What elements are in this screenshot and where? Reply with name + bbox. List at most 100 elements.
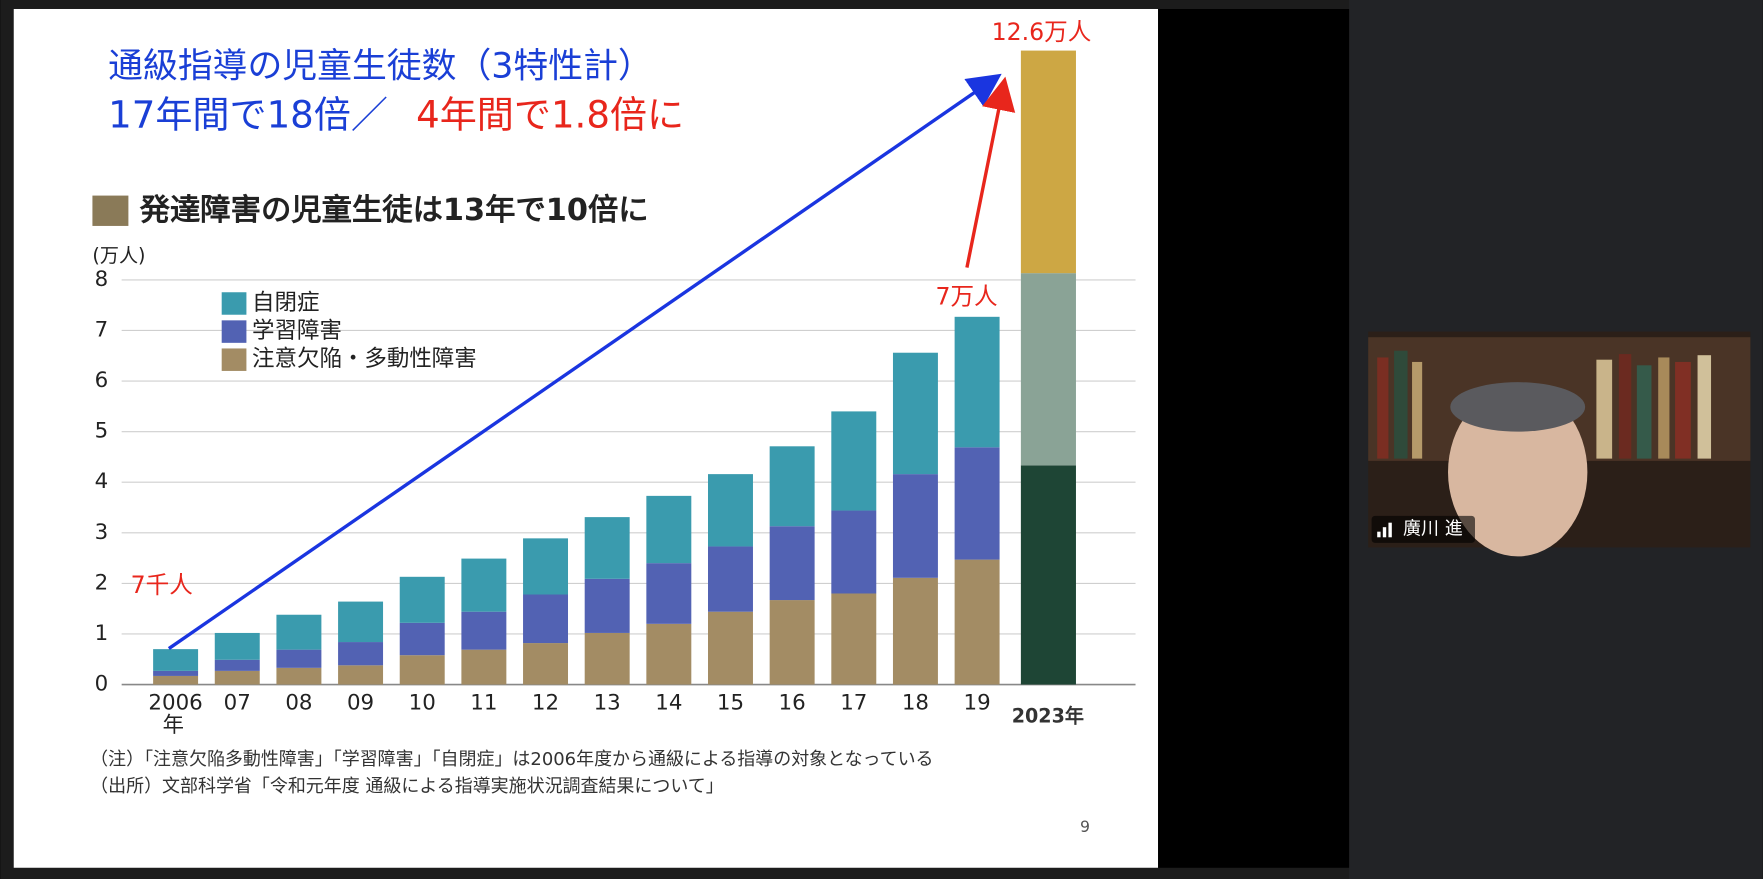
bar-segment (769, 446, 815, 527)
bar-segment (461, 649, 507, 685)
bar-segment (584, 578, 630, 633)
x-tick-label: 10 (409, 691, 436, 716)
growth-arrow (167, 73, 1002, 650)
bar-segment (708, 474, 753, 547)
bar-segment (892, 352, 938, 475)
book (1377, 357, 1389, 459)
participant-name: 廣川 進 (1403, 518, 1463, 539)
bar-segment (523, 594, 569, 644)
note: （注）「注意欠陥多動性障害」「学習障害」「自閉症」は2006年度から通級による指… (90, 749, 933, 770)
y-tick-label: 8 (95, 267, 109, 292)
bar-segment (276, 614, 322, 650)
x-tick-label: 12 (532, 691, 559, 716)
x-tick-label: 19 (964, 691, 991, 716)
legend-swatch (221, 292, 247, 315)
annotation: 7万人 (935, 282, 997, 310)
bar-segment (523, 538, 569, 595)
y-tick-label: 1 (95, 621, 109, 646)
legend-label: 自閉症 (252, 290, 319, 316)
bar-segment (954, 447, 1000, 560)
x-tick-label: 11 (470, 691, 497, 716)
name-tag (1371, 515, 1475, 543)
bar-segment (831, 510, 877, 594)
x-tick-label: 14 (655, 691, 682, 716)
bar-segment (892, 474, 938, 578)
bar-segment (769, 600, 815, 685)
legend-label: 注意欠陥・多動性障害 (252, 346, 477, 372)
bar-segment (399, 622, 445, 656)
bar-segment (708, 611, 753, 685)
bar-segment (831, 593, 877, 685)
legend-label: 学習障害 (252, 318, 342, 344)
annotation: 12.6万人 (992, 18, 1092, 46)
bar-segment (214, 670, 260, 685)
bar-segment (769, 526, 815, 601)
bar-segment (646, 563, 692, 624)
x-tick-label: 08 (285, 691, 312, 716)
note: （出所）文部科学省「令和元年度 通級による指導実施状況調査結果について」 (90, 776, 724, 797)
title-marker (92, 195, 129, 226)
signal-icon (1382, 527, 1387, 538)
bar-segment (153, 675, 199, 685)
x-tick-label: 18 (902, 691, 929, 716)
bar-segment (831, 411, 877, 511)
y-tick-label: 4 (95, 469, 109, 494)
slide-subheading: 17年間で18倍／ (108, 93, 388, 136)
book (1394, 350, 1408, 459)
x-tick-label: 09 (347, 691, 374, 716)
bar-segment (153, 670, 199, 676)
bar-segment (338, 665, 384, 685)
letterbox (1158, 8, 1350, 868)
bar-segment (954, 559, 1000, 685)
y-tick-label: 6 (95, 368, 109, 393)
bar-segment (708, 546, 753, 612)
bar-segment (646, 495, 692, 564)
bar-segment (399, 655, 445, 685)
x-tick-label: 07 (224, 691, 251, 716)
book (1618, 354, 1632, 459)
bar-segment (461, 558, 507, 612)
y-axis-label: (万人) (92, 244, 145, 267)
y-tick-label: 2 (95, 570, 109, 595)
bar-segment (954, 316, 1000, 448)
y-tick-label: 7 (95, 317, 109, 342)
bar-segment (892, 577, 938, 685)
bar-segment (276, 649, 322, 668)
bar-segment (214, 659, 260, 671)
legend-swatch (221, 320, 247, 343)
person (1448, 387, 1588, 557)
bar-segment (523, 643, 569, 685)
y-tick-label: 0 (95, 672, 109, 697)
signal-icon (1377, 531, 1381, 538)
bar-segment (461, 611, 507, 650)
annotation: 7千人 (131, 571, 193, 599)
bar-segment (646, 623, 692, 685)
book (1636, 365, 1652, 459)
page-number: 9 (1080, 817, 1090, 836)
segment-2023 (1020, 465, 1076, 685)
segment-2023 (1020, 50, 1076, 274)
bar-segment (338, 642, 384, 666)
signal-icon (1388, 522, 1392, 538)
x-tick-label: 2006 (148, 691, 202, 716)
x-tick-label: 15 (717, 691, 744, 716)
x-axis-label: 年 (163, 713, 184, 738)
slide-heading: 通級指導の児童生徒数（3特性計） (108, 46, 653, 86)
category-2023: 2023年 (1012, 705, 1084, 728)
person-hair (1450, 382, 1586, 432)
book (1596, 359, 1613, 459)
slide-subheading: 4年間で1.8倍に (416, 93, 684, 136)
book (1412, 361, 1423, 459)
x-tick-label: 13 (594, 691, 621, 716)
book (1658, 357, 1670, 459)
bar-segment (584, 632, 630, 685)
x-tick-label: 16 (779, 691, 806, 716)
bar-segment (214, 632, 260, 660)
bar-segment (584, 517, 630, 579)
y-tick-label: 5 (95, 419, 109, 444)
bar-segment (399, 576, 445, 623)
growth-arrow (965, 76, 1016, 268)
y-tick-label: 3 (95, 520, 109, 545)
